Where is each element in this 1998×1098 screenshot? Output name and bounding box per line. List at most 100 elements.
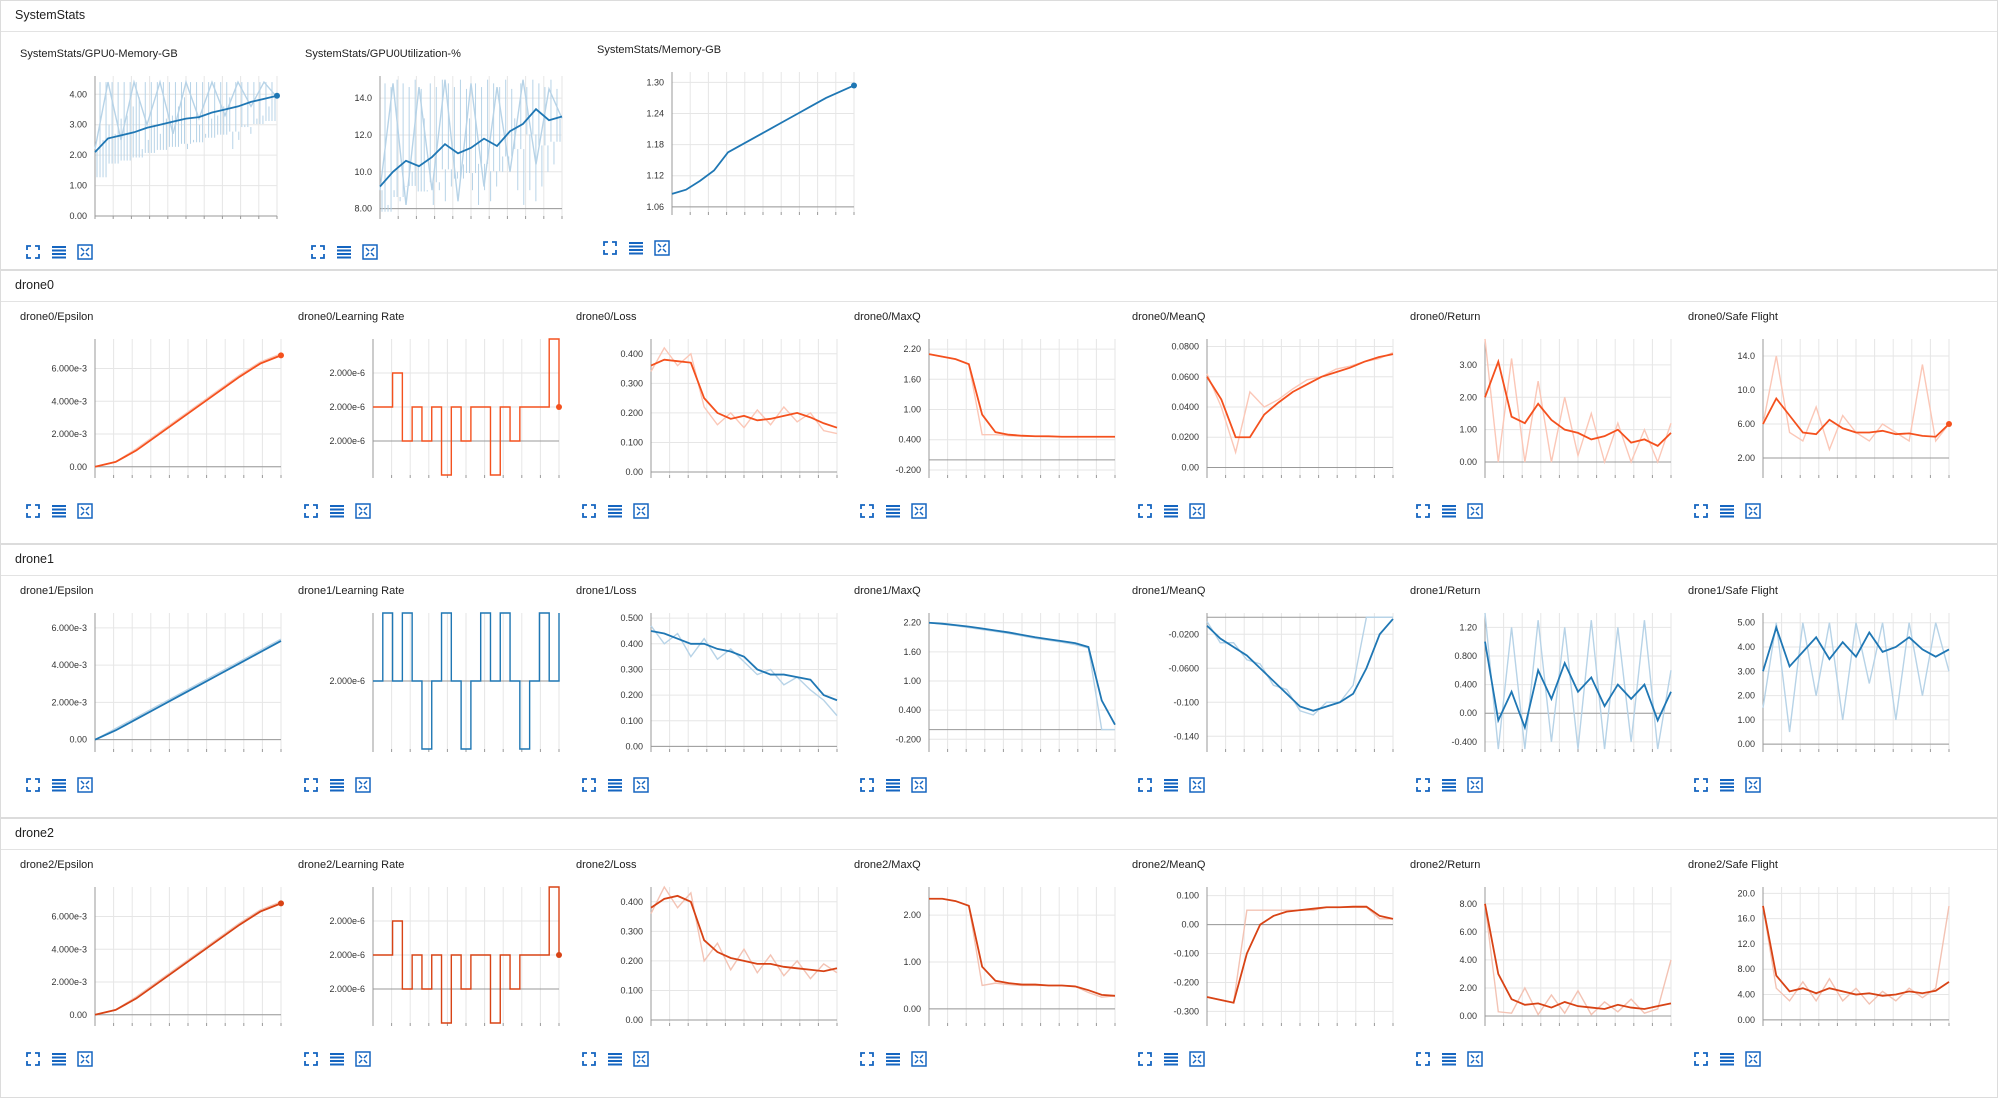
- expand-icon[interactable]: [1693, 1051, 1709, 1067]
- fit-icon[interactable]: [77, 777, 93, 793]
- expand-icon[interactable]: [1415, 777, 1431, 793]
- fit-icon[interactable]: [911, 777, 927, 793]
- expand-icon[interactable]: [1415, 1051, 1431, 1067]
- expand-icon[interactable]: [303, 503, 319, 519]
- expand-icon[interactable]: [581, 503, 597, 519]
- list-icon[interactable]: [885, 777, 901, 793]
- chart-plot[interactable]: -0.200 0.400 1.00 1.60 2.20: [849, 603, 1125, 761]
- expand-icon[interactable]: [859, 777, 875, 793]
- expand-icon[interactable]: [859, 1051, 875, 1067]
- fit-icon[interactable]: [1467, 503, 1483, 519]
- list-icon[interactable]: [329, 777, 345, 793]
- expand-icon[interactable]: [1693, 503, 1709, 519]
- section-header[interactable]: drone1: [1, 545, 1997, 576]
- list-icon[interactable]: [51, 244, 67, 260]
- list-icon[interactable]: [329, 503, 345, 519]
- expand-icon[interactable]: [303, 1051, 319, 1067]
- expand-icon[interactable]: [310, 244, 326, 260]
- expand-icon[interactable]: [859, 503, 875, 519]
- chart-plot[interactable]: 2.00 6.00 10.0 14.0: [1683, 329, 1959, 487]
- list-icon[interactable]: [885, 1051, 901, 1067]
- fit-icon[interactable]: [1745, 777, 1761, 793]
- list-icon[interactable]: [1441, 1051, 1457, 1067]
- expand-icon[interactable]: [581, 777, 597, 793]
- fit-icon[interactable]: [77, 503, 93, 519]
- section-header[interactable]: drone0: [1, 271, 1997, 302]
- chart-plot[interactable]: 2.000e-6: [293, 603, 569, 761]
- fit-icon[interactable]: [911, 1051, 927, 1067]
- chart-plot[interactable]: 0.00 0.0200 0.0400 0.0600 0.0800: [1127, 329, 1403, 487]
- chart-plot[interactable]: 0.00 1.00 2.00 3.00: [1405, 329, 1681, 487]
- fit-icon[interactable]: [1745, 1051, 1761, 1067]
- list-icon[interactable]: [1719, 503, 1735, 519]
- chart-plot[interactable]: 0.00 2.000e-3 4.000e-3 6.000e-3: [15, 329, 291, 487]
- expand-icon[interactable]: [303, 777, 319, 793]
- fit-icon[interactable]: [911, 503, 927, 519]
- list-icon[interactable]: [336, 244, 352, 260]
- list-icon[interactable]: [1719, 1051, 1735, 1067]
- fit-icon[interactable]: [1189, 777, 1205, 793]
- list-icon[interactable]: [1441, 503, 1457, 519]
- list-icon[interactable]: [1441, 777, 1457, 793]
- fit-icon[interactable]: [77, 1051, 93, 1067]
- fit-icon[interactable]: [633, 503, 649, 519]
- expand-icon[interactable]: [25, 1051, 41, 1067]
- chart-plot[interactable]: -0.200 0.400 1.00 1.60 2.20: [849, 329, 1125, 487]
- chart-plot[interactable]: 1.06 1.12 1.18 1.24 1.30: [592, 62, 864, 224]
- chart-plot[interactable]: 8.00 10.0 12.0 14.0: [300, 66, 572, 228]
- list-icon[interactable]: [329, 1051, 345, 1067]
- fit-icon[interactable]: [1745, 503, 1761, 519]
- list-icon[interactable]: [51, 1051, 67, 1067]
- list-icon[interactable]: [51, 503, 67, 519]
- chart-plot[interactable]: 0.00 2.00 4.00 6.00 8.00: [1405, 877, 1681, 1035]
- expand-icon[interactable]: [1693, 777, 1709, 793]
- expand-icon[interactable]: [1137, 777, 1153, 793]
- list-icon[interactable]: [1163, 503, 1179, 519]
- chart-plot[interactable]: 0.00 0.100 0.200 0.300 0.400: [571, 877, 847, 1035]
- fit-icon[interactable]: [1189, 1051, 1205, 1067]
- expand-icon[interactable]: [581, 1051, 597, 1067]
- expand-icon[interactable]: [25, 777, 41, 793]
- expand-icon[interactable]: [25, 503, 41, 519]
- chart-plot[interactable]: 0.00 0.100 0.200 0.300 0.400: [571, 329, 847, 487]
- list-icon[interactable]: [51, 777, 67, 793]
- expand-icon[interactable]: [1137, 503, 1153, 519]
- fit-icon[interactable]: [1189, 503, 1205, 519]
- fit-icon[interactable]: [1467, 777, 1483, 793]
- fit-icon[interactable]: [633, 777, 649, 793]
- fit-icon[interactable]: [362, 244, 378, 260]
- list-icon[interactable]: [607, 1051, 623, 1067]
- chart-plot[interactable]: 0.00 0.100 0.200 0.300 0.400 0.500: [571, 603, 847, 761]
- chart-plot[interactable]: -0.140 -0.100 -0.0600 -0.0200: [1127, 603, 1403, 761]
- chart-plot[interactable]: 0.00 2.000e-3 4.000e-3 6.000e-3: [15, 603, 291, 761]
- list-icon[interactable]: [885, 503, 901, 519]
- list-icon[interactable]: [1163, 777, 1179, 793]
- list-icon[interactable]: [1163, 1051, 1179, 1067]
- expand-icon[interactable]: [1137, 1051, 1153, 1067]
- chart-plot[interactable]: -0.300 -0.200 -0.100 0.00 0.100: [1127, 877, 1403, 1035]
- chart-plot[interactable]: -0.400 0.00 0.400 0.800 1.20: [1405, 603, 1681, 761]
- list-icon[interactable]: [1719, 777, 1735, 793]
- list-icon[interactable]: [628, 240, 644, 256]
- expand-icon[interactable]: [1415, 503, 1431, 519]
- chart-plot[interactable]: 0.00 2.000e-3 4.000e-3 6.000e-3: [15, 877, 291, 1035]
- fit-icon[interactable]: [355, 1051, 371, 1067]
- list-icon[interactable]: [607, 503, 623, 519]
- expand-icon[interactable]: [602, 240, 618, 256]
- chart-plot[interactable]: 0.00 1.00 2.00: [849, 877, 1125, 1035]
- fit-icon[interactable]: [355, 777, 371, 793]
- section-header[interactable]: SystemStats: [1, 1, 1997, 32]
- expand-icon[interactable]: [25, 244, 41, 260]
- chart-plot[interactable]: 0.00 1.00 2.00 3.00 4.00 5.00: [1683, 603, 1959, 761]
- fit-icon[interactable]: [355, 503, 371, 519]
- list-icon[interactable]: [607, 777, 623, 793]
- chart-plot[interactable]: 0.00 1.00 2.00 3.00 4.00: [15, 66, 287, 228]
- fit-icon[interactable]: [633, 1051, 649, 1067]
- fit-icon[interactable]: [1467, 1051, 1483, 1067]
- chart-plot[interactable]: 2.000e-6 2.000e-6 2.000e-6: [293, 329, 569, 487]
- chart-plot[interactable]: 2.000e-6 2.000e-6 2.000e-6: [293, 877, 569, 1035]
- section-header[interactable]: drone2: [1, 819, 1997, 850]
- fit-icon[interactable]: [654, 240, 670, 256]
- fit-icon[interactable]: [77, 244, 93, 260]
- chart-plot[interactable]: 0.00 4.00 8.00 12.0 16.0 20.0: [1683, 877, 1959, 1035]
